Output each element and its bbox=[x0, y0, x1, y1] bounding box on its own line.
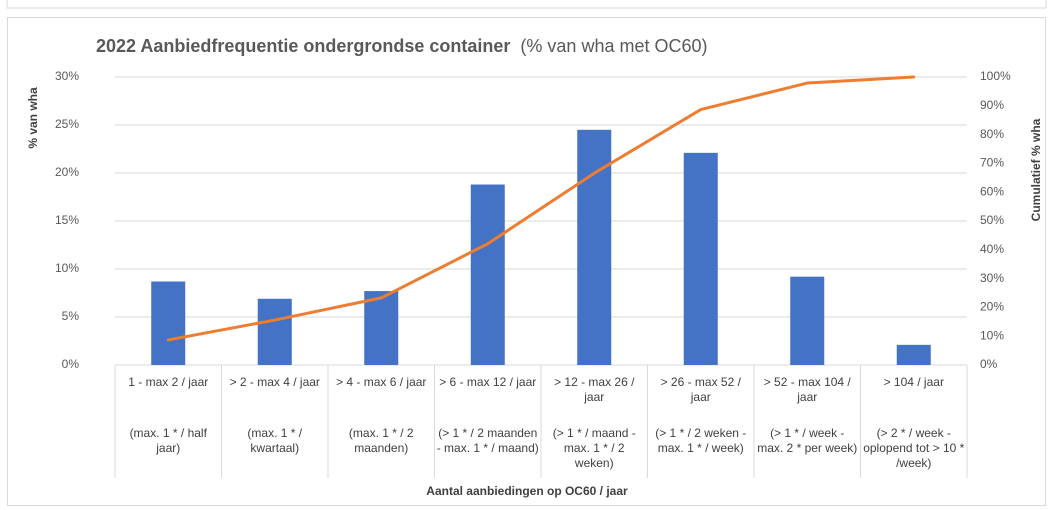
bar bbox=[790, 276, 825, 365]
y-tick-label: 15% bbox=[55, 213, 79, 227]
y2-tick-label: 90% bbox=[980, 98, 1004, 112]
y-tick-label: 0% bbox=[62, 357, 80, 371]
x-tick-note: (> 1 * / week - max. 2 * per week) bbox=[757, 426, 858, 455]
x-tick-label: > 26 - max 52 / jaar bbox=[660, 375, 741, 404]
bar bbox=[683, 152, 718, 365]
bar bbox=[257, 298, 292, 365]
y-tick-label: 20% bbox=[55, 165, 79, 179]
x-tick-label: > 4 - max 6 / jaar bbox=[336, 375, 427, 389]
bar bbox=[577, 129, 612, 365]
x-tick-note: (> 1 * / maand - max. 1 * / 2 weken) bbox=[552, 426, 636, 470]
y-tick-label: 25% bbox=[55, 117, 79, 131]
y-tick-label: 5% bbox=[62, 309, 80, 323]
x-tick-label: > 6 - max 12 / jaar bbox=[439, 375, 537, 389]
chart-frame bbox=[7, 17, 1046, 506]
frame-top bbox=[6, 0, 1047, 9]
chart-title: 2022 Aanbiedfrequentie ondergrondse cont… bbox=[96, 36, 708, 56]
bar bbox=[151, 281, 186, 365]
x-tick-note: (> 1 * / 2 weken - max. 1 * / week) bbox=[655, 426, 747, 455]
x-tick-note: (max. 1 * / kwartaal) bbox=[247, 426, 303, 455]
y2-tick-label: 80% bbox=[980, 127, 1004, 141]
y-axis-title: % van wha bbox=[26, 87, 40, 149]
y-tick-label: 10% bbox=[55, 261, 79, 275]
x-tick-note: (> 2 * / week - oplopend tot > 10 * /wee… bbox=[863, 426, 965, 470]
y2-tick-label: 10% bbox=[980, 328, 1004, 342]
bar bbox=[364, 291, 399, 365]
x-tick-label: > 2 - max 4 / jaar bbox=[229, 375, 320, 389]
y2-tick-label: 50% bbox=[980, 213, 1004, 227]
bar bbox=[470, 184, 505, 365]
bar bbox=[896, 344, 931, 365]
x-tick-label: > 52 - max 104 / jaar bbox=[763, 375, 851, 404]
y2-tick-label: 70% bbox=[980, 156, 1004, 170]
x-tick-label: > 12 - max 26 / jaar bbox=[554, 375, 635, 404]
y2-tick-label: 40% bbox=[980, 242, 1004, 256]
y2-tick-label: 20% bbox=[980, 300, 1004, 314]
x-axis-title: Aantal aanbiedingen op OC60 / jaar bbox=[426, 484, 628, 498]
y2-tick-label: 30% bbox=[980, 271, 1004, 285]
x-tick-note: (max. 1 * / half jaar) bbox=[129, 426, 207, 455]
y2-tick-label: 100% bbox=[980, 69, 1011, 83]
title: 2022 Aanbiedfrequentie ondergrondse cont… bbox=[96, 36, 510, 56]
y2-axis-title: Cumulatief % wha bbox=[1029, 118, 1043, 221]
y-tick-label: 30% bbox=[55, 69, 79, 83]
y2-tick-label: 0% bbox=[980, 357, 998, 371]
subtitle: (% van wha met OC60) bbox=[520, 36, 707, 56]
x-tick-note: (max. 1 * / 2 maanden) bbox=[348, 426, 414, 455]
line bbox=[166, 75, 916, 342]
x-tick-label: 1 - max 2 / jaar bbox=[128, 375, 209, 389]
y2-tick-label: 60% bbox=[980, 184, 1004, 198]
x-tick-label: > 104 / jaar bbox=[883, 375, 944, 389]
x-tick-note: (> 1 * / 2 maanden - max. 1 * / maand) bbox=[436, 426, 539, 455]
